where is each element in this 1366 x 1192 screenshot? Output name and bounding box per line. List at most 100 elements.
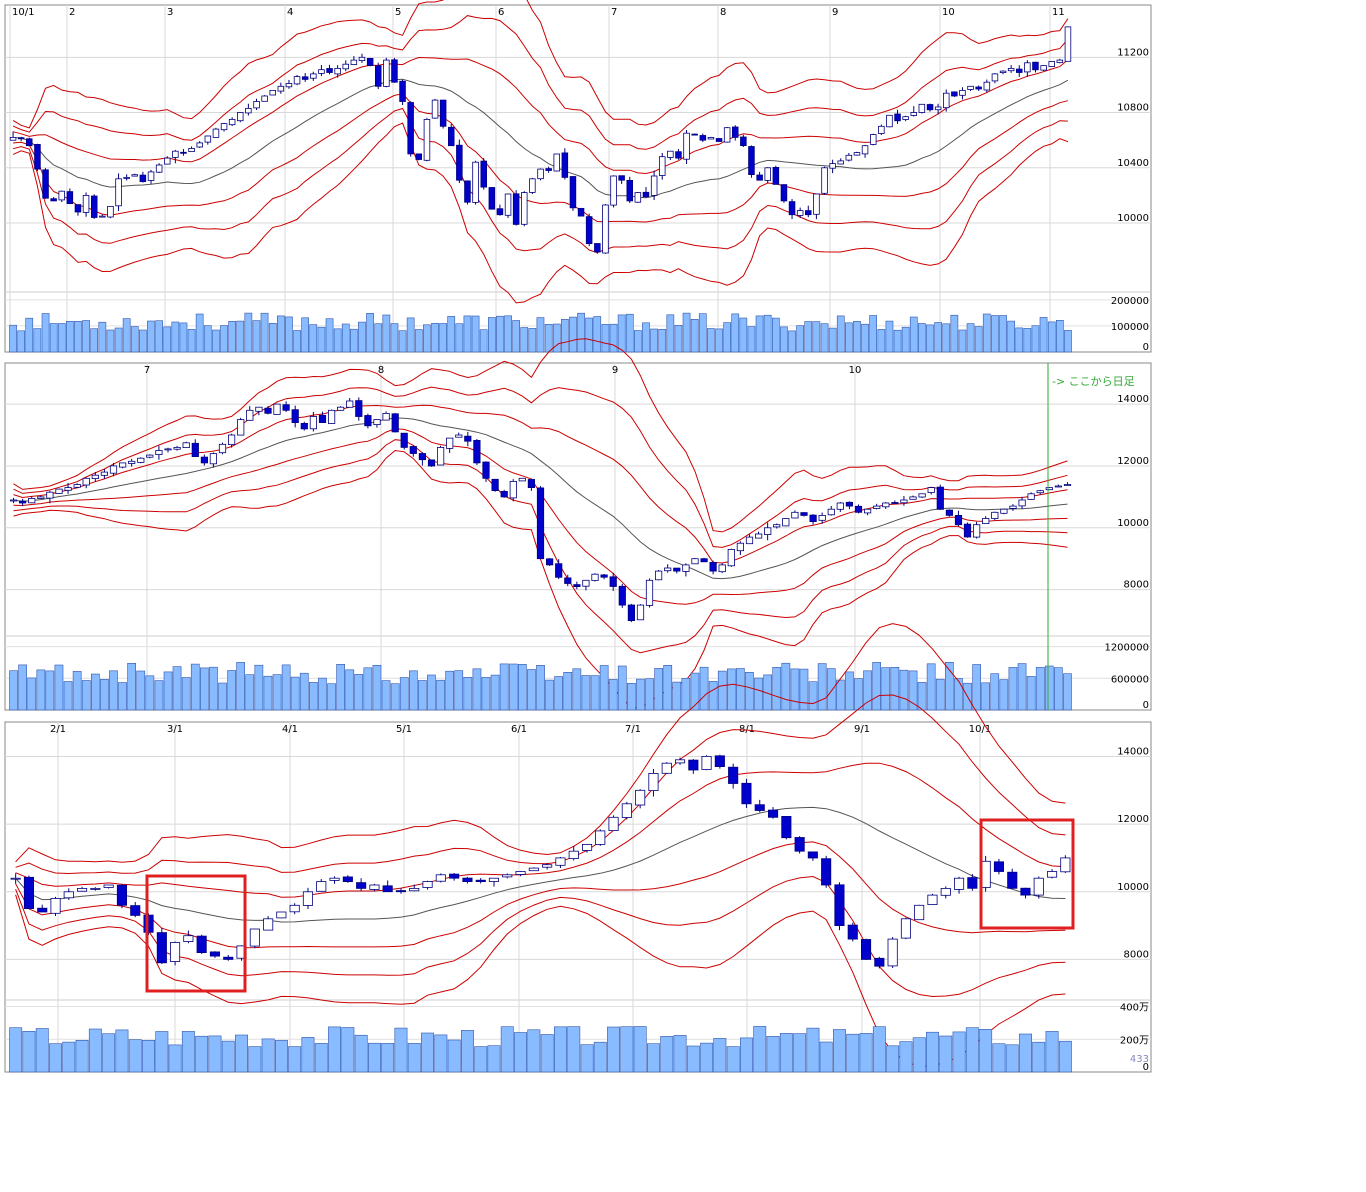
volume-bar: [122, 318, 131, 353]
candle-body: [436, 446, 445, 466]
volume-bar: [527, 1029, 541, 1073]
volume-bar: [100, 678, 109, 711]
volume-bar: [263, 675, 273, 711]
candle-body: [369, 884, 380, 890]
volume-bar: [171, 321, 180, 353]
candle-body: [188, 147, 195, 152]
volume-bar: [1019, 1033, 1033, 1073]
bollinger-band-line: [13, 386, 1068, 548]
candle-body: [164, 448, 172, 451]
volume-bar: [754, 677, 763, 711]
candle-body: [209, 453, 217, 465]
volume-bar: [434, 1034, 448, 1073]
candle-body: [926, 104, 934, 111]
volume-bar: [408, 670, 418, 711]
candle-body: [963, 523, 972, 538]
candle-body: [427, 459, 436, 467]
x-tick-label: 6/1: [511, 724, 527, 735]
volume-bar: [982, 313, 991, 353]
volume-bar: [212, 329, 220, 353]
volume-bar: [381, 1043, 395, 1073]
volume-bar: [398, 330, 407, 353]
candle-body: [707, 136, 715, 140]
volume-bar: [136, 670, 146, 711]
bollinger-band-line: [12, 122, 1069, 304]
candle-body: [902, 116, 909, 120]
volume-bar: [421, 1032, 434, 1073]
candle-body: [723, 127, 731, 143]
y-tick-label: 10000: [1117, 518, 1149, 529]
candle-body: [77, 888, 88, 892]
candle-body: [754, 804, 765, 811]
volume-bar: [590, 675, 600, 711]
candle-body: [568, 850, 579, 860]
volume-bar: [599, 665, 609, 711]
volume-bar: [308, 682, 318, 711]
volume-bar: [471, 315, 480, 353]
volume-bar: [890, 666, 900, 711]
volume-bar: [45, 670, 55, 711]
volume-bar: [593, 1041, 607, 1073]
candle-body: [999, 70, 1007, 73]
candle-body: [431, 99, 439, 119]
candle-body: [821, 858, 832, 886]
candle-body: [10, 877, 21, 880]
volume-bar: [195, 1035, 209, 1073]
volume-bar: [227, 670, 237, 711]
candle-body: [91, 474, 99, 480]
candle-body: [768, 809, 779, 818]
candle-body: [447, 126, 455, 147]
candle-body: [173, 446, 181, 450]
candle-body: [943, 92, 950, 109]
candle-body: [1016, 68, 1023, 73]
bollinger-band-line: [13, 404, 1068, 564]
candle-body: [800, 512, 808, 516]
volume-bar: [474, 1046, 488, 1073]
volume-bar: [447, 1039, 461, 1073]
volume-bar: [886, 1045, 900, 1073]
volume-bar: [487, 1045, 501, 1073]
volume-bar: [646, 1043, 660, 1073]
volume-bar: [817, 663, 827, 711]
candle-body: [954, 515, 963, 526]
candle-body: [491, 478, 499, 491]
candle-body: [464, 435, 472, 442]
volume-bar: [500, 1026, 514, 1073]
volume-bar: [358, 321, 366, 353]
volume-bar: [926, 324, 934, 353]
candle-body: [316, 881, 327, 892]
volume-bar: [999, 679, 1009, 711]
volume-bar: [235, 1034, 248, 1073]
volume-bar: [1015, 327, 1024, 353]
volume-bar: [700, 1042, 714, 1073]
volume-bar: [917, 323, 926, 353]
volume-bar: [686, 1045, 700, 1073]
moving-average-line: [15, 806, 1066, 923]
volume-bar: [221, 1040, 235, 1073]
candle-body: [382, 885, 393, 893]
volume-bar: [1007, 320, 1015, 353]
candle-body: [273, 403, 281, 415]
bollinger-band-line: [12, 107, 1068, 254]
volume-bar: [580, 1044, 594, 1073]
volume-bar: [690, 318, 699, 353]
volume-bar: [22, 1031, 36, 1073]
candle-body: [366, 58, 374, 67]
y-tick-label: 8000: [1124, 949, 1149, 960]
candle-body: [900, 499, 908, 504]
volume-bar: [908, 670, 918, 711]
volume-bar: [658, 328, 667, 353]
candle-body: [109, 465, 118, 474]
bollinger-band-line: [15, 875, 1066, 998]
volume-bar: [88, 1028, 102, 1073]
candle-body: [807, 851, 818, 859]
volume-bar: [328, 1026, 341, 1073]
candle-body: [182, 442, 190, 448]
volume-bar: [155, 320, 164, 353]
volume-bar: [218, 682, 227, 711]
candle-body: [73, 484, 81, 488]
candle-body: [329, 877, 340, 881]
volume-bar: [869, 315, 877, 353]
volume-bar: [650, 328, 658, 353]
candle-body: [682, 564, 690, 572]
